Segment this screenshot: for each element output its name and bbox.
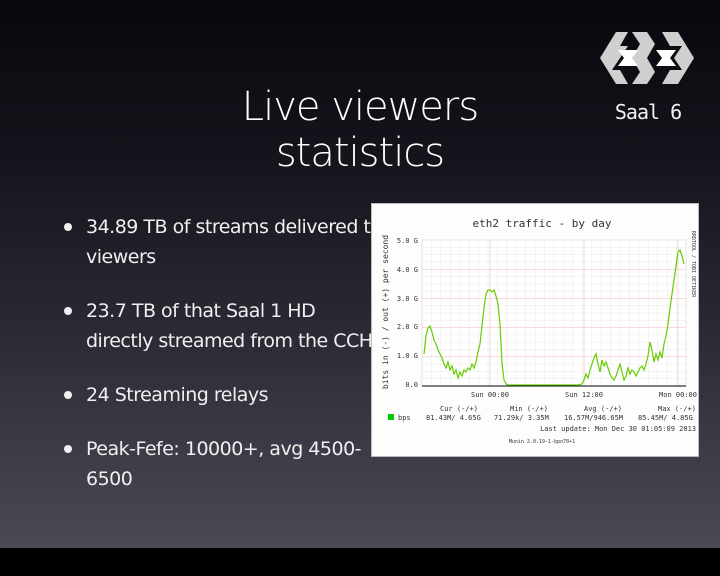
legend-header-max: Max (-/+) (658, 405, 696, 413)
bullet-dot-icon (64, 307, 72, 315)
room-label: Saal 6 (614, 100, 682, 124)
slide-title: Live viewers statistics (241, 84, 479, 176)
bottom-bar (0, 548, 720, 576)
x-tick-label: Sun 00:00 (471, 391, 509, 399)
graph-footer: Munin 2.0.19-1-bpo70+1 (509, 439, 575, 445)
bullet-list: 34.89 TB of streams delivered to viewers… (62, 212, 382, 518)
y-tick-label: 2.0 G (397, 323, 418, 331)
legend-min-value: 71.29k/ 3.35M (494, 414, 549, 422)
graph-title: eth2 traffic - by day (472, 217, 611, 230)
y-tick-label: 5.0 G (397, 237, 418, 245)
bullet-dot-icon (64, 445, 72, 453)
x-tick-label: Sun 12:00 (565, 391, 603, 399)
bullet-item: 24 Streaming relays (62, 380, 382, 410)
legend-header-avg: Avg (-/+) (584, 405, 622, 413)
bullet-text: Peak-Fefe: 10000+, avg 4500-6500 (86, 438, 362, 490)
y-tick-label: 3.0 G (397, 295, 418, 303)
legend-avg-value: 16.57M/946.65M (564, 414, 623, 422)
bullet-item: 23.7 TB of that Saal 1 HD directly strea… (62, 296, 382, 356)
legend-swatch-icon (388, 414, 394, 420)
y-tick-label: 4.0 G (397, 266, 418, 274)
graph-y-label: bits in (-) / out (+) per second (381, 235, 390, 389)
ccc-logo-icon (600, 32, 694, 84)
slide: Saal 6 Live viewers statistics 34.89 TB … (0, 0, 720, 548)
bullet-text: 23.7 TB of that Saal 1 HD directly strea… (86, 300, 373, 352)
legend-cur-value: 81.43M/ 4.65G (426, 414, 481, 422)
bullet-text: 34.89 TB of streams delivered to viewers (86, 216, 382, 268)
bullet-dot-icon (64, 223, 72, 231)
legend-header-cur: Cur (-/+) (440, 405, 478, 413)
bullet-text: 24 Streaming relays (86, 384, 269, 406)
bullet-dot-icon (64, 391, 72, 399)
legend-series-name: bps (398, 414, 411, 422)
x-tick-label: Mon 00:00 (659, 391, 697, 399)
grid (422, 240, 686, 386)
traffic-graph: eth2 traffic - by day bits in (-) / out … (372, 204, 698, 456)
y-tick-label: 0.0 (405, 381, 418, 389)
graph-side-label: RRDTOOL / TOBI OETIKER (690, 231, 696, 298)
bullet-item: Peak-Fefe: 10000+, avg 4500-6500 (62, 434, 382, 494)
y-tick-label: 1.0 G (397, 352, 418, 360)
last-update: Last update: Mon Dec 30 01:05:09 2013 (540, 425, 696, 433)
bullet-item: 34.89 TB of streams delivered to viewers (62, 212, 382, 272)
traffic-graph-svg: eth2 traffic - by day bits in (-) / out … (381, 217, 697, 445)
legend-header-min: Min (-/+) (510, 405, 548, 413)
traffic-series-line (423, 248, 685, 386)
legend-max-value: 85.45M/ 4.85G (638, 414, 693, 422)
